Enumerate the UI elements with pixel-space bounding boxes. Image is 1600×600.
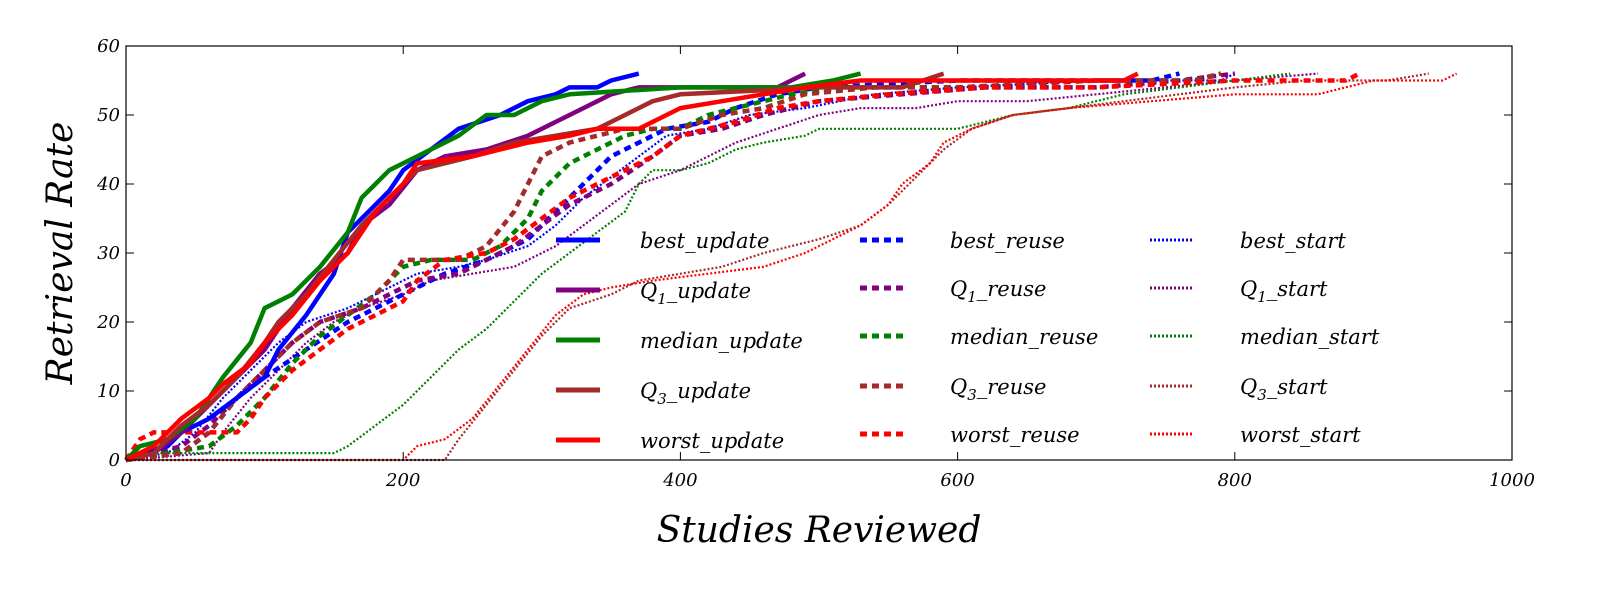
y-tick-label: 30	[97, 243, 120, 264]
legend-entry-worst_start: worst_start	[1240, 423, 1361, 447]
legend: best_update Q1_update median_update Q3_upda…	[556, 229, 1380, 453]
x-tick-label: 400	[662, 470, 697, 491]
legend-entry-q3_reuse: Q3_reuse	[950, 375, 1046, 404]
series-line-best_update	[124, 71, 640, 463]
legend-entry-q1_reuse: Q1_reuse	[950, 277, 1046, 306]
series-line-worst_update	[124, 71, 1139, 463]
legend-entry-q1_update: Q1_update	[640, 279, 751, 308]
x-axis-label: Studies Reviewed	[657, 510, 982, 551]
x-tick-label: 600	[940, 470, 974, 491]
y-tick-label: 60	[97, 36, 120, 57]
legend-entry-q3_update: Q3_update	[640, 379, 751, 408]
axis-ticks: 0 200 400 600 800 1000 0 10 20 30 40 50 60	[96, 36, 1535, 491]
series-line-worst_start	[126, 72, 1458, 462]
y-tick-label: 40	[96, 174, 120, 195]
y-axis-label: Retrieval Rate	[40, 122, 81, 386]
series-line-q1_start	[125, 72, 1319, 462]
y-tick-label: 10	[97, 381, 120, 402]
y-tick-label: 0	[109, 450, 120, 471]
series-line-worst_reuse	[124, 71, 1361, 462]
series-line-q3_start	[126, 72, 1429, 462]
legend-entry-worst_reuse: worst_reuse	[950, 423, 1080, 447]
x-tick-label: 800	[1218, 470, 1252, 491]
legend-entry-q1_start: Q1_start	[1240, 277, 1328, 306]
legend-entry-q3_start: Q3_start	[1240, 375, 1328, 404]
legend-entry-best_reuse: best_reuse	[950, 229, 1065, 253]
x-tick-label: 0	[120, 470, 131, 491]
x-tick-label: 200	[385, 470, 420, 491]
plot-lines	[124, 71, 1458, 463]
legend-entry-best_update: best_update	[640, 229, 769, 253]
series-line-median_reuse	[125, 71, 1222, 463]
legend-entry-median_update: median_update	[640, 329, 803, 353]
legend-entry-median_start: median_start	[1240, 325, 1380, 349]
y-tick-label: 50	[97, 105, 120, 126]
legend-entry-best_start: best_start	[1240, 229, 1346, 253]
legend-entry-median_reuse: median_reuse	[950, 325, 1098, 349]
series-line-median_start	[125, 72, 1291, 461]
legend-entry-worst_update: worst_update	[640, 429, 784, 453]
y-tick-label: 20	[96, 312, 120, 333]
x-tick-label: 1000	[1489, 470, 1535, 491]
